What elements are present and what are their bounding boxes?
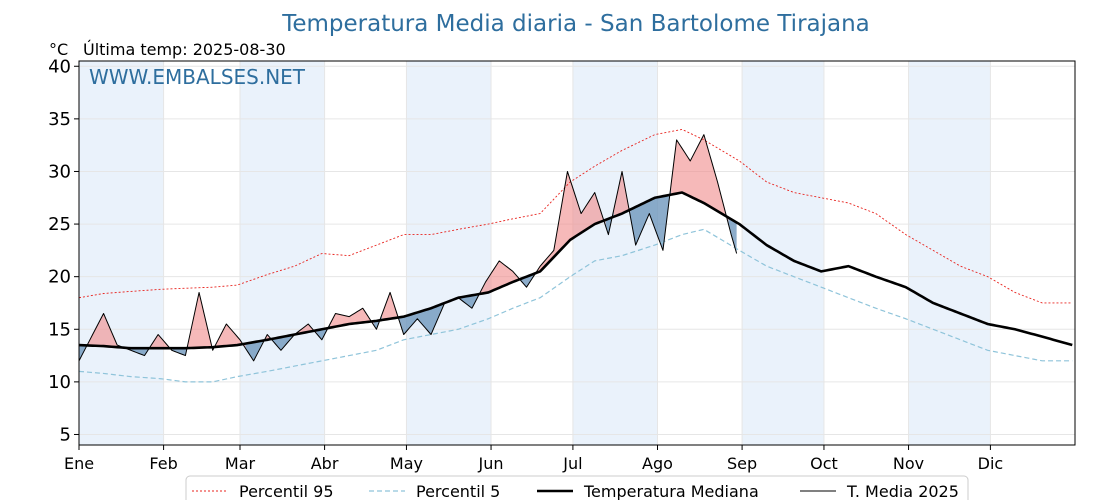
fill-above-median xyxy=(294,324,317,335)
unit-label: °C xyxy=(49,40,68,59)
fill-above-median xyxy=(330,308,374,328)
x-tick-label: Jun xyxy=(478,454,504,473)
fill-above-median xyxy=(480,260,522,294)
watermark: WWW.EMBALSES.NET xyxy=(89,65,306,89)
x-tick-label: Oct xyxy=(810,454,838,473)
legend: Percentil 95 Percentil 5 Temperatura Media… xyxy=(185,475,969,500)
fill-above-median xyxy=(149,334,172,351)
y-tick-label: 10 xyxy=(48,372,71,393)
fill-below-median xyxy=(605,209,614,235)
month-bands xyxy=(79,61,991,445)
y-tick-label: 15 xyxy=(48,319,71,340)
fill-above-median xyxy=(613,171,631,217)
x-tick-label: Jul xyxy=(562,454,582,473)
y-tick-label: 30 xyxy=(48,161,71,182)
x-axis-ticks: Ene Feb Mar Abr May Jun Jul Ago Sep Oct Nov Dic xyxy=(64,445,1003,473)
x-tick-label: May xyxy=(390,454,423,473)
last-temp-label: Última temp: 2025-08-30 xyxy=(83,40,286,59)
y-axis-ticks: 5 10 15 20 25 30 35 40 xyxy=(48,56,79,445)
x-tick-label: Ene xyxy=(64,454,94,473)
series-line-thick-black xyxy=(78,191,1073,350)
plot-frame xyxy=(78,60,1076,446)
grid-lines xyxy=(78,61,1075,445)
x-tick-label: Sep xyxy=(727,454,757,473)
fill-above-median xyxy=(671,134,729,225)
fill-above-median xyxy=(188,292,213,351)
y-tick-label: 20 xyxy=(48,267,71,288)
month-band xyxy=(742,61,824,445)
month-band xyxy=(908,61,991,445)
y-tick-label: 5 xyxy=(60,424,71,445)
y-tick-label: 35 xyxy=(48,109,71,130)
x-tick-label: Feb xyxy=(149,454,177,473)
series-line-dotted-red xyxy=(78,128,1073,304)
month-band xyxy=(239,61,325,445)
legend-label: T. Media 2025 xyxy=(846,482,959,500)
fill-below-median xyxy=(728,217,737,254)
fill-below-median xyxy=(398,302,445,335)
month-band xyxy=(572,61,658,445)
month-band xyxy=(79,61,164,445)
x-tick-label: Ago xyxy=(642,454,673,473)
fill-below-median xyxy=(316,324,331,340)
chart-title: Temperatura Media diaria - San Bartolome… xyxy=(281,11,870,37)
x-tick-label: Nov xyxy=(893,454,924,473)
y-tick-label: 40 xyxy=(48,56,71,77)
fill-above-median xyxy=(87,313,126,349)
legend-frame xyxy=(185,475,969,500)
fill-above-median xyxy=(215,324,246,349)
series-lines xyxy=(78,128,1073,383)
legend-label: Percentil 5 xyxy=(416,482,500,500)
month-band xyxy=(406,61,492,445)
x-tick-label: Dic xyxy=(978,454,1004,473)
series-line-thin-black xyxy=(78,134,738,362)
y-tick-label: 25 xyxy=(48,214,71,235)
legend-label: Temperatura Mediana xyxy=(583,482,759,500)
legend-label: Percentil 95 xyxy=(239,482,334,500)
series-line-dashed-lightblue xyxy=(78,228,1073,383)
x-tick-label: Mar xyxy=(225,454,256,473)
fill-above-median xyxy=(381,292,399,321)
x-tick-label: Abr xyxy=(311,454,339,473)
